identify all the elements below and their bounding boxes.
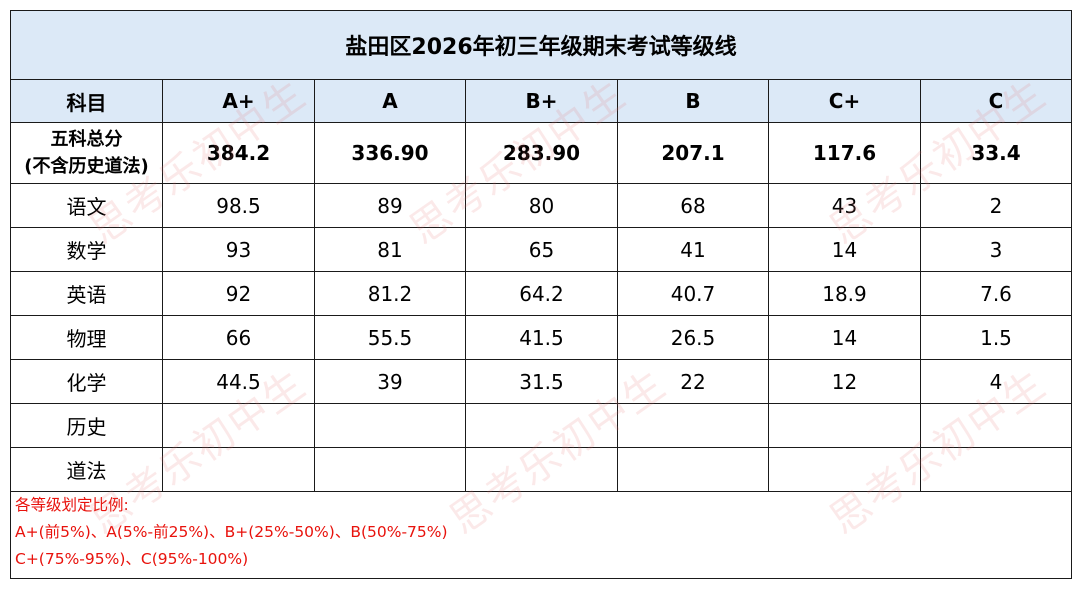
table-cell: 33.4 — [919, 122, 1073, 184]
table-cell: 40.7 — [617, 271, 769, 316]
table-title: 盐田区2026年初三年级期末考试等级线 — [9, 10, 1073, 80]
table-cell — [465, 447, 618, 492]
notes-line: A+(前5%)、A(5%-前25%)、B+(25%-50%)、B(50%-75%… — [15, 523, 448, 541]
table-cell: 66 — [162, 315, 315, 360]
table-cell — [617, 447, 769, 492]
table-cell: 44.5 — [162, 359, 315, 404]
table-cell: 1.5 — [919, 315, 1073, 360]
table-cell: 64.2 — [465, 271, 618, 316]
total-score-label: 五科总分 (不含历史道法) — [10, 122, 163, 184]
table-cell — [617, 403, 769, 448]
table-cell: 80 — [465, 183, 618, 228]
total-label-line1: 五科总分 — [50, 129, 123, 150]
grade-table: 盐田区2026年初三年级期末考试等级线 科目 A+ A B+ B C+ C 五科… — [9, 10, 1073, 579]
table-cell: 7.6 — [919, 271, 1073, 316]
table-cell — [768, 403, 921, 448]
table-cell: 207.1 — [617, 122, 769, 184]
table-cell: 336.90 — [314, 122, 466, 184]
table-cell: 92 — [162, 271, 315, 316]
table-cell: 55.5 — [314, 315, 466, 360]
table-row: 历史 — [10, 403, 1073, 448]
subject-cell: 数学 — [10, 227, 163, 272]
header-grade: A — [314, 79, 466, 123]
header-grade: B+ — [465, 79, 618, 123]
title-row: 盐田区2026年初三年级期末考试等级线 — [9, 10, 1073, 80]
subject-rows: 语文 98.5 89 80 68 43 2 数学 93 81 65 41 14 3 英语 92 81.2 64.2… — [10, 183, 1073, 492]
table-cell: 12 — [768, 359, 921, 404]
table-cell: 3 — [919, 227, 1073, 272]
table-cell: 18.9 — [768, 271, 921, 316]
table-cell: 81.2 — [314, 271, 466, 316]
table-cell: 43 — [768, 183, 921, 228]
table-cell: 384.2 — [162, 122, 315, 184]
table-cell: 89 — [314, 183, 466, 228]
header-grade: A+ — [162, 79, 315, 123]
notes-line: C+(75%-95%)、C(95%-100%) — [15, 550, 249, 568]
table-row: 语文 98.5 89 80 68 43 2 — [10, 183, 1073, 228]
table-row: 英语 92 81.2 64.2 40.7 18.9 7.6 — [10, 271, 1073, 316]
subject-cell: 物理 — [10, 315, 163, 360]
table-cell — [465, 403, 618, 448]
notes-cell: 各等级划定比例: A+(前5%)、A(5%-前25%)、B+(25%-50%)、… — [9, 491, 1073, 579]
table-cell — [162, 447, 315, 492]
table-cell: 117.6 — [768, 122, 921, 184]
table-row: 数学 93 81 65 41 14 3 — [10, 227, 1073, 272]
table-cell: 65 — [465, 227, 618, 272]
table-cell — [919, 447, 1073, 492]
table-cell — [919, 403, 1073, 448]
table-cell: 14 — [768, 315, 921, 360]
header-grade: C+ — [768, 79, 921, 123]
table-cell: 41.5 — [465, 315, 618, 360]
table-cell — [162, 403, 315, 448]
table-cell: 26.5 — [617, 315, 769, 360]
notes-line: 各等级划定比例: — [15, 496, 129, 514]
table-cell: 14 — [768, 227, 921, 272]
table-cell — [314, 447, 466, 492]
total-label-line2: (不含历史道法) — [24, 156, 149, 177]
table-row: 道法 — [10, 447, 1073, 492]
notes-row: 各等级划定比例: A+(前5%)、A(5%-前25%)、B+(25%-50%)、… — [9, 491, 1073, 579]
table-cell: 283.90 — [465, 122, 618, 184]
subject-cell: 历史 — [10, 403, 163, 448]
header-grade: C — [919, 79, 1073, 123]
table-cell — [768, 447, 921, 492]
subject-cell: 语文 — [10, 183, 163, 228]
table-cell — [314, 403, 466, 448]
table-row: 物理 66 55.5 41.5 26.5 14 1.5 — [10, 315, 1073, 360]
table-cell: 68 — [617, 183, 769, 228]
subject-cell: 道法 — [10, 447, 163, 492]
table-cell: 81 — [314, 227, 466, 272]
header-subject: 科目 — [10, 79, 163, 123]
header-grade: B — [617, 79, 769, 123]
table-row: 化学 44.5 39 31.5 22 12 4 — [10, 359, 1073, 404]
grade-cutoff-sheet: 盐田区2026年初三年级期末考试等级线 科目 A+ A B+ B C+ C 五科… — [9, 10, 1073, 582]
table-cell: 39 — [314, 359, 466, 404]
subject-cell: 英语 — [10, 271, 163, 316]
header-row: 科目 A+ A B+ B C+ C — [10, 79, 1073, 123]
table-cell: 98.5 — [162, 183, 315, 228]
table-cell: 31.5 — [465, 359, 618, 404]
table-cell: 41 — [617, 227, 769, 272]
table-cell: 22 — [617, 359, 769, 404]
table-cell: 2 — [919, 183, 1073, 228]
table-cell: 4 — [919, 359, 1073, 404]
table-cell: 93 — [162, 227, 315, 272]
total-score-row: 五科总分 (不含历史道法) 384.2 336.90 283.90 207.1 … — [10, 122, 1073, 184]
subject-cell: 化学 — [10, 359, 163, 404]
